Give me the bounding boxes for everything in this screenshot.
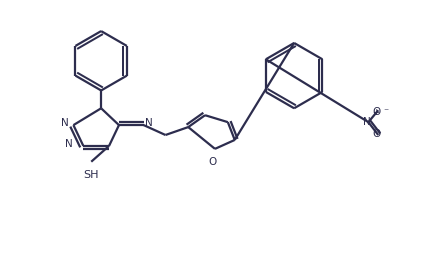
Text: N: N xyxy=(362,117,370,127)
Text: N: N xyxy=(65,139,72,149)
Text: N: N xyxy=(61,118,68,128)
Text: N: N xyxy=(145,118,152,128)
Text: ⁻: ⁻ xyxy=(383,107,388,117)
Text: +: + xyxy=(372,108,379,117)
Text: O: O xyxy=(209,157,217,167)
Text: O: O xyxy=(372,107,380,117)
Text: SH: SH xyxy=(84,170,99,180)
Text: O: O xyxy=(372,129,380,139)
